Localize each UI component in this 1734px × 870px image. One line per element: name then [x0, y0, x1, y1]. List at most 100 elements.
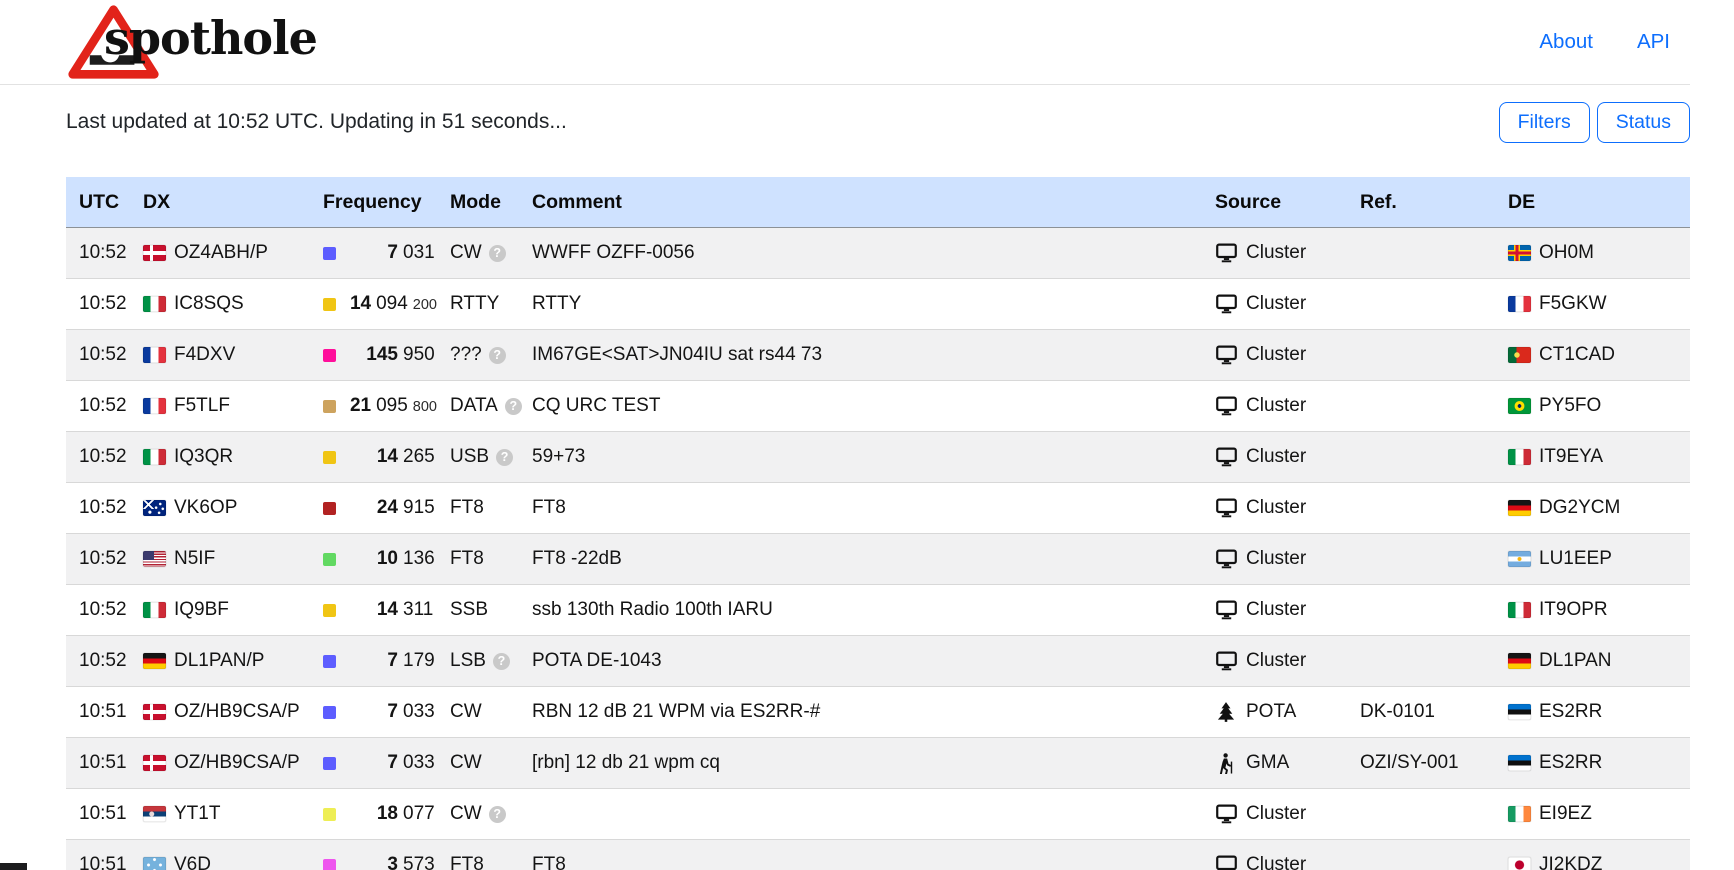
spot-mode: RTTY — [450, 293, 500, 314]
frequency-mhz: 14 — [349, 293, 372, 314]
monitor-icon — [1215, 243, 1237, 263]
spots-table: UTC DX Frequency Mode Comment Source Ref. DE 10… — [66, 177, 1690, 870]
pothole-warning-triangle-icon — [68, 5, 159, 79]
column-header-utc: UTC — [66, 177, 130, 228]
frequency-mhz: 14 — [376, 599, 398, 620]
spot-mode: ??? — [450, 344, 482, 365]
spot-row: 10:52 F4DXV 145 950 ??? ? IM67GE<SAT>JN0… — [66, 329, 1690, 381]
brand-name: spothole — [104, 11, 318, 65]
bottom-left-artifact — [0, 863, 27, 870]
frequency-khz: 915 — [403, 497, 435, 518]
mode-help-icon[interactable]: ? — [504, 397, 522, 415]
dx-callsign: VK6OP — [174, 497, 238, 518]
dx-callsign: IC8SQS — [174, 293, 244, 314]
flag-ee-icon — [1508, 755, 1531, 771]
spot-mode: CW — [450, 752, 482, 773]
frequency-khz: 095 — [376, 395, 408, 416]
spot-comment: RBN 12 dB 21 WPM via ES2RR-# — [532, 701, 821, 722]
flag-pt-icon — [1508, 347, 1531, 363]
spot-utc: 10:52 — [79, 293, 127, 314]
column-header-source: Source — [1202, 177, 1347, 228]
nav-api-link[interactable]: API — [1636, 30, 1670, 53]
spot-comment: POTA DE-1043 — [532, 650, 662, 671]
frequency-mhz: 7 — [387, 650, 398, 671]
spot-ref — [1347, 228, 1495, 279]
spot-ref — [1347, 789, 1495, 840]
top-nav: About API — [1539, 30, 1670, 54]
spot-utc: 10:51 — [79, 803, 127, 824]
spot-mode: FT8 — [450, 497, 484, 518]
dx-callsign: F5TLF — [174, 395, 230, 416]
source-label: Cluster — [1246, 854, 1307, 870]
monitor-icon — [1215, 549, 1237, 569]
flag-ee-icon — [1508, 704, 1531, 720]
flag-ax-icon — [1508, 245, 1531, 261]
spot-utc: 10:52 — [79, 344, 127, 365]
flag-us-icon — [143, 551, 166, 567]
nav-about-link[interactable]: About — [1539, 30, 1593, 53]
de-callsign: IT9EYA — [1539, 446, 1604, 467]
mode-help-icon[interactable]: ? — [492, 652, 510, 670]
mode-help-icon[interactable]: ? — [496, 448, 514, 466]
frequency-khz: 033 — [403, 752, 435, 773]
dx-callsign: OZ/HB9CSA/P — [174, 701, 300, 722]
frequency-khz: 094 — [376, 293, 408, 314]
band-indicator-icon — [323, 450, 336, 464]
spot-ref — [1347, 483, 1495, 534]
spot-row: 10:52 IQ3QR 14 265 USB ? 59+73 — [66, 431, 1690, 483]
band-indicator-icon — [323, 348, 336, 362]
spot-mode: CW — [450, 701, 482, 722]
last-updated-text: Last updated at 10:52 UTC. Updating in 5… — [66, 110, 567, 133]
spot-utc: 10:52 — [79, 548, 127, 569]
band-indicator-icon — [323, 705, 336, 719]
flag-br-icon — [1508, 398, 1531, 414]
flag-au-icon — [143, 500, 166, 516]
filters-button[interactable]: Filters — [1498, 101, 1590, 143]
frequency-khz: 950 — [403, 344, 435, 365]
monitor-icon — [1215, 855, 1237, 870]
flag-it-icon — [143, 296, 166, 312]
mode-help-icon[interactable]: ? — [488, 805, 506, 823]
mode-help-icon[interactable]: ? — [488, 244, 506, 262]
de-callsign: PY5FO — [1539, 395, 1602, 416]
de-callsign: ES2RR — [1539, 752, 1603, 773]
column-header-dx: DX — [130, 177, 310, 228]
spot-row: 10:51 V6D 3 573 FT8 FT8 Clu — [66, 839, 1690, 870]
de-callsign: DL1PAN — [1539, 650, 1612, 671]
band-indicator-icon — [323, 807, 336, 821]
dx-callsign: OZ4ABH/P — [174, 242, 268, 263]
dx-callsign: IQ9BF — [174, 599, 229, 620]
flag-dk-icon — [143, 245, 166, 261]
mode-help-icon[interactable]: ? — [488, 346, 506, 364]
dx-callsign: DL1PAN/P — [174, 650, 265, 671]
monitor-icon — [1215, 345, 1237, 365]
source-label: Cluster — [1246, 803, 1307, 824]
flag-it-icon — [143, 449, 166, 465]
spot-comment: IM67GE<SAT>JN04IU sat rs44 73 — [532, 344, 823, 365]
status-button[interactable]: Status — [1596, 101, 1690, 143]
spot-utc: 10:51 — [79, 701, 127, 722]
spothole-logo[interactable]: spothole — [66, 3, 318, 81]
de-callsign: F5GKW — [1539, 293, 1607, 314]
spot-row: 10:52 N5IF 10 136 FT8 FT8 -22dB — [66, 533, 1690, 585]
spot-mode: FT8 — [450, 548, 484, 569]
spot-mode: DATA — [450, 395, 498, 416]
frequency-khz: 031 — [403, 242, 435, 263]
de-callsign: OH0M — [1539, 242, 1594, 263]
band-indicator-icon — [323, 399, 336, 413]
dx-callsign: N5IF — [174, 548, 216, 569]
spot-ref — [1347, 279, 1495, 330]
spot-mode: CW — [450, 803, 482, 824]
frequency-khz: 265 — [403, 446, 435, 467]
frequency-khz: 311 — [403, 599, 434, 620]
column-header-comment: Comment — [519, 177, 1202, 228]
spot-utc: 10:52 — [79, 242, 127, 263]
frequency-mhz: 21 — [349, 395, 372, 416]
source-label: Cluster — [1246, 395, 1307, 416]
de-callsign: JI2KDZ — [1539, 854, 1603, 870]
spot-row: 10:52 F5TLF 21 095 800 DATA ? CQ URC TES… — [66, 381, 1690, 432]
frequency-mhz: 14 — [376, 446, 398, 467]
dx-callsign: F4DXV — [174, 344, 236, 365]
spot-comment: 59+73 — [532, 446, 586, 467]
